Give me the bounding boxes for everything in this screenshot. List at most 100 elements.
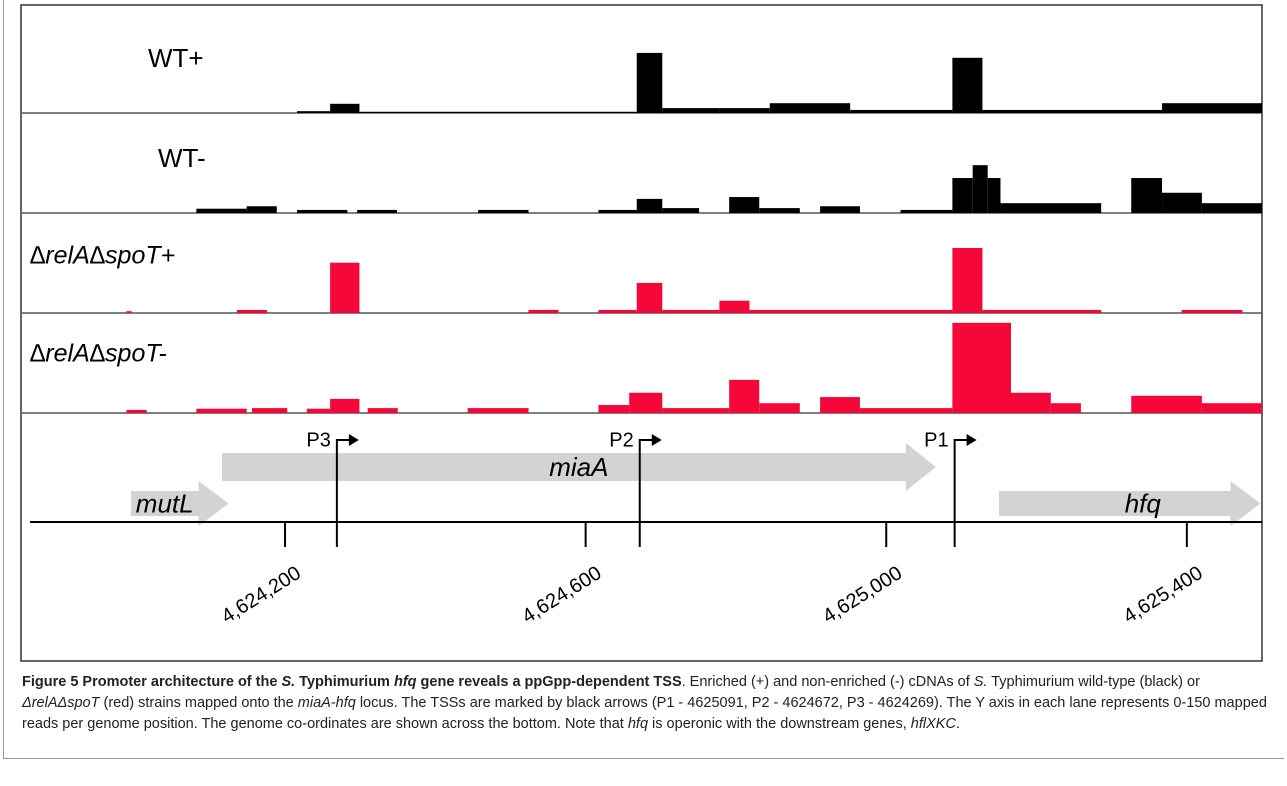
caption-text: hfq — [393, 674, 417, 690]
coverage-block — [251, 408, 288, 413]
coverage-block — [629, 392, 663, 413]
coverage-block — [236, 309, 267, 313]
coverage-block — [820, 206, 860, 213]
coverage-block — [987, 178, 1001, 213]
coverage-block — [1201, 403, 1262, 413]
coverage-block — [952, 322, 1011, 413]
coverage-block — [662, 208, 700, 213]
caption-text: . Enriched (+) and non-enriched (-) cDNA… — [681, 674, 974, 690]
coverage-block — [246, 206, 277, 213]
caption-text: . — [955, 716, 960, 732]
coverage-block — [598, 309, 637, 313]
caption-text: Typhimurium wild-type (black) or — [987, 674, 1200, 690]
coverage-block — [662, 309, 720, 313]
caption: Figure 5 Promoter architecture of the S.… — [22, 672, 1267, 735]
caption-text: Figure 5 Promoter architecture of the — [22, 674, 282, 690]
coverage-block — [982, 109, 1163, 113]
coverage-block — [662, 108, 720, 113]
coverage-block — [759, 208, 800, 213]
gene-arrow — [221, 443, 936, 491]
coverage-block — [196, 408, 247, 413]
coverage-block — [749, 309, 851, 313]
coverage-block — [952, 247, 983, 313]
coverage-block — [306, 408, 331, 413]
promoter-label: P1 — [924, 429, 948, 451]
x-tick-label: 4,625,000 — [819, 562, 906, 628]
coverage-block — [850, 309, 953, 313]
coverage-block — [662, 408, 730, 413]
coverage-block — [1131, 395, 1202, 413]
coverage-block — [359, 111, 637, 113]
coverage-block — [357, 209, 398, 213]
coverage-block — [1010, 392, 1051, 413]
figure-border — [20, 4, 1263, 662]
promoter-arrow — [335, 439, 351, 547]
track-label: WT+ — [148, 43, 204, 73]
coverage-block — [769, 103, 851, 113]
promoter-arrow — [638, 439, 654, 547]
caption-text: ΔrelAΔspoT — [22, 695, 100, 711]
coverage-block — [1131, 178, 1163, 213]
coverage-block — [719, 108, 770, 113]
coverage-block — [1181, 309, 1243, 313]
caption-text: hfq — [627, 716, 649, 732]
caption-text: S. — [281, 674, 296, 690]
coverage-block — [820, 397, 860, 413]
coverage-block — [297, 111, 331, 113]
coverage-block — [719, 300, 750, 313]
coverage-block — [900, 209, 953, 213]
caption-text: hflXKC — [910, 716, 956, 732]
coverage-block — [729, 197, 760, 213]
coverage-block — [952, 178, 973, 213]
x-tick-label: 4,624,200 — [218, 562, 305, 628]
frame — [3, 0, 1284, 759]
caption-text: (red) strains mapped onto the — [99, 695, 298, 711]
coverage-block — [982, 309, 1102, 313]
coverage-block — [598, 405, 630, 413]
coverage-block — [636, 52, 663, 113]
caption-text: miaA-hfq — [297, 695, 356, 711]
coverage-block — [1050, 403, 1081, 413]
track-label: ∆relA∆spoT- — [30, 340, 167, 368]
coverage-block — [759, 403, 800, 413]
coverage-block — [126, 311, 132, 313]
coverage-block — [478, 209, 529, 213]
coverage-block — [196, 208, 247, 213]
coverage-block — [598, 209, 637, 213]
coverage-block — [297, 209, 348, 213]
promoter-label: P3 — [306, 429, 330, 451]
coverage-block — [636, 198, 663, 213]
promoter-arrowhead — [966, 434, 977, 446]
promoter-label: P2 — [609, 429, 633, 451]
coverage-block — [1201, 203, 1262, 213]
coverage-block — [636, 282, 663, 313]
gene-arrow — [998, 481, 1261, 526]
coverage-block — [367, 408, 398, 413]
promoter-arrowhead — [651, 434, 662, 446]
coverage-block — [952, 57, 983, 113]
gene-label: miaA — [549, 452, 608, 482]
caption-text: S. — [973, 674, 988, 690]
coverage-block — [1162, 103, 1262, 113]
coverage-block — [972, 165, 988, 213]
coverage-block — [330, 103, 360, 113]
caption-text: Typhimurium — [295, 674, 394, 690]
gene-label: mutL — [136, 488, 194, 518]
coverage-block — [850, 109, 953, 113]
coverage-block — [729, 379, 760, 413]
promoter-arrowhead — [348, 434, 359, 446]
caption-text: gene reveals a ppGpp-dependent TSS — [416, 674, 682, 690]
caption-text: locus. The TSSs are marked by black arro… — [22, 695, 1267, 732]
coverage-block — [467, 408, 529, 413]
coverage-block — [126, 409, 147, 413]
figure: WT+ WT- ∆relA∆spoT+ ∆relA∆spoT-mutL miaA hfq 4… — [20, 4, 1263, 662]
coverage-block — [859, 408, 953, 413]
caption-text: is operonic with the downstream genes, — [648, 716, 911, 732]
coverage-block — [1162, 192, 1202, 213]
coverage-block — [330, 262, 360, 313]
x-tick-label: 4,625,400 — [1120, 562, 1207, 628]
coverage-block — [528, 309, 559, 313]
coverage-block — [1000, 203, 1102, 213]
coverage-block — [330, 398, 360, 413]
